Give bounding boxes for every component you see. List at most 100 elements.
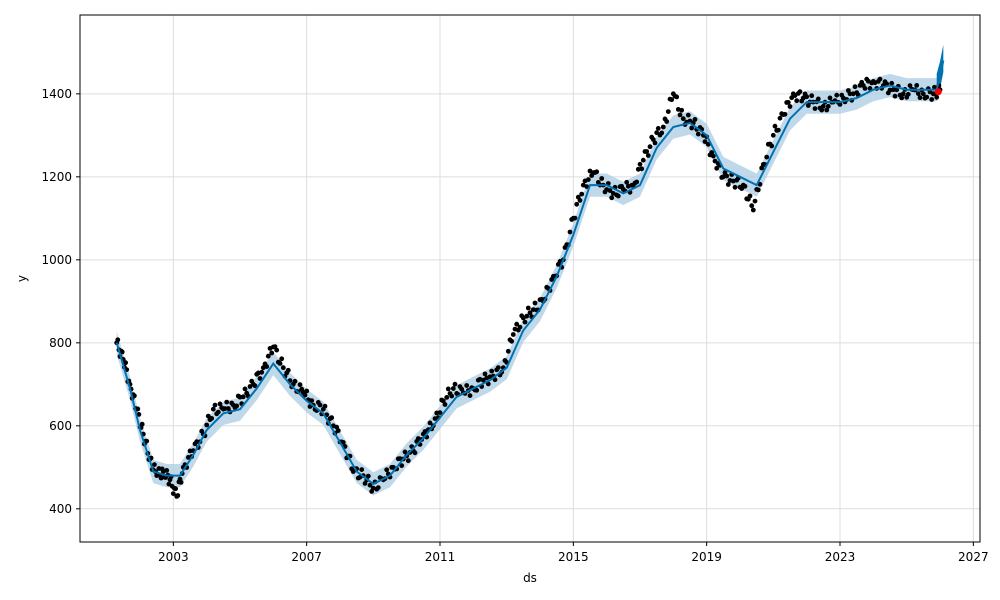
observed-point [752, 198, 758, 204]
observed-point [777, 115, 783, 121]
observed-point [785, 100, 791, 105]
y-tick-label: 600 [49, 419, 72, 433]
observed-point [449, 393, 455, 399]
observed-point [639, 166, 645, 172]
observed-point [510, 332, 516, 337]
observed-point [804, 94, 810, 100]
y-tick-label: 800 [49, 336, 72, 350]
observed-point [920, 91, 926, 97]
observed-point [242, 386, 248, 392]
observed-point [867, 86, 873, 91]
observed-point [607, 188, 613, 194]
forecast-line [115, 60, 945, 486]
observed-point [524, 313, 530, 319]
observed-point [669, 97, 675, 103]
observed-point [624, 179, 630, 185]
observed-point [144, 438, 150, 444]
observed-point [440, 398, 446, 404]
observed-point [384, 467, 390, 473]
observed-point [655, 125, 661, 131]
observed-point [489, 368, 495, 374]
observed-point [178, 480, 184, 485]
observed-point [210, 406, 216, 412]
observed-point [585, 177, 591, 183]
x-tick-label: 2027 [958, 550, 989, 564]
last-observed-point [934, 88, 942, 96]
observed-point [574, 201, 580, 207]
observed-point [367, 482, 373, 488]
observed-point [482, 371, 488, 377]
observed-point [797, 89, 803, 95]
observed-point [304, 388, 310, 394]
observed-point [277, 361, 283, 366]
observed-point [135, 406, 141, 412]
observed-point [522, 319, 528, 325]
y-tick-label: 1400 [41, 87, 72, 101]
observed-point [205, 413, 211, 419]
observed-point [664, 119, 670, 124]
observed-point [285, 367, 291, 373]
observed-point [615, 193, 621, 199]
x-tick-label: 2019 [691, 550, 722, 564]
observed-point [702, 139, 708, 145]
observed-point [517, 324, 523, 330]
observed-point [827, 95, 833, 101]
observed-point [755, 187, 761, 193]
observed-point [725, 182, 731, 187]
observed-point [495, 365, 501, 370]
observed-point [427, 420, 433, 426]
observed-point [280, 365, 286, 371]
observed-point [915, 91, 921, 96]
observed-point [594, 169, 600, 175]
observed-point [467, 393, 473, 398]
observed-point [302, 392, 308, 398]
x-tick-label: 2023 [825, 550, 856, 564]
observed-point [815, 96, 821, 102]
observed-point [794, 98, 800, 104]
observed-point [929, 97, 935, 102]
observed-point [847, 91, 853, 97]
plot-frame [79, 14, 981, 543]
observed-point [934, 94, 940, 100]
y-tick-label: 1000 [41, 253, 72, 267]
observed-point [809, 93, 815, 99]
observed-point [775, 127, 781, 133]
observed-point [685, 112, 691, 118]
x-tick-label: 2007 [291, 550, 322, 564]
observed-point [317, 402, 323, 408]
observed-point [335, 428, 341, 433]
observed-point [464, 383, 470, 388]
observed-point [474, 387, 480, 393]
observed-point [652, 140, 658, 146]
observed-point [224, 399, 230, 405]
observed-point [750, 207, 756, 213]
observed-point [787, 104, 793, 109]
observed-point [257, 376, 263, 381]
observed-point [264, 364, 270, 369]
uncertainty-band-area [116, 49, 944, 496]
observed-point [375, 485, 381, 490]
observed-point [452, 381, 458, 387]
observed-point [782, 111, 788, 117]
observed-point [647, 144, 653, 150]
observed-point [724, 173, 730, 179]
observed-point [644, 149, 650, 154]
observed-point [747, 193, 753, 199]
observed-point [812, 106, 818, 111]
observed-point [365, 473, 371, 479]
y-tick-label: 400 [49, 502, 72, 516]
observed-point [689, 125, 695, 131]
observed-point [450, 386, 456, 391]
observed-point [402, 449, 408, 455]
observed-point [759, 165, 765, 171]
observed-point [437, 410, 443, 415]
observed-point [889, 80, 895, 86]
observed-point [769, 143, 775, 149]
observed-point [917, 95, 923, 101]
observed-point [572, 215, 578, 221]
observed-point [634, 179, 640, 185]
axis-ticks: 2003 2007 2011 2015 2019 2023 2027 400 600 800 100… [41, 87, 988, 564]
observed-point [215, 409, 221, 415]
observed-point [584, 184, 590, 190]
